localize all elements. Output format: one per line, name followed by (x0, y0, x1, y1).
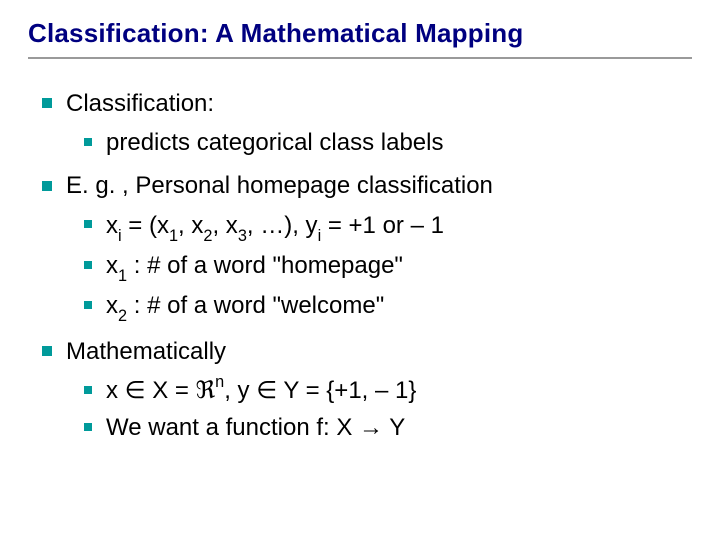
sub-text: i (318, 227, 322, 245)
text-run: : # of a word "welcome" (127, 292, 384, 319)
text-run: , x (178, 212, 203, 239)
sub-text: 1 (169, 227, 178, 245)
sub-text: 2 (118, 307, 127, 325)
sub-list: xi = (x1, x2, x3, …), yi = +1 or – 1x1 :… (66, 207, 692, 327)
sub-text: i (118, 227, 122, 245)
sub-text: 2 (203, 227, 212, 245)
sub-list-item: x ∈ X = ℜn, y ∈ Y = {+1, – 1} (78, 372, 692, 409)
text-run: x (106, 292, 118, 319)
text-run: = +1 or – 1 (321, 212, 444, 239)
sub-list-item: predicts categorical class labels (78, 124, 692, 161)
list-item: Classification: predicts categorical clas… (36, 85, 692, 161)
sub-list-item: x2 : # of a word "welcome" (78, 287, 692, 327)
text-run: , …), y (247, 212, 318, 239)
list-item-label: Mathematically (66, 338, 226, 365)
title-rule (28, 57, 692, 59)
sub-text: 3 (238, 227, 247, 245)
sub-list-item: xi = (x1, x2, x3, …), yi = +1 or – 1 (78, 207, 692, 247)
list-item: Mathematically x ∈ X = ℜn, y ∈ Y = {+1, –… (36, 333, 692, 447)
sup-text: n (215, 373, 224, 391)
text-run: x (106, 252, 118, 279)
list-item-label: Classification: (66, 90, 214, 117)
bullet-list: Classification: predicts categorical clas… (28, 85, 692, 446)
sub-list-item-label: We want a function f: X → Y (106, 414, 405, 441)
text-run: x (106, 212, 118, 239)
text-run: : # of a word "homepage" (127, 252, 403, 279)
list-item-label: E. g. , Personal homepage classification (66, 172, 493, 199)
list-item: E. g. , Personal homepage classification… (36, 167, 692, 326)
slide: Classification: A Mathematical Mapping C… (0, 0, 720, 540)
sub-list-item-label: predicts categorical class labels (106, 129, 444, 156)
slide-title: Classification: A Mathematical Mapping (28, 18, 692, 49)
sub-list: predicts categorical class labels (66, 124, 692, 161)
text-run: = (x (122, 212, 169, 239)
text-run: , x (212, 212, 237, 239)
sub-list-item: We want a function f: X → Y (78, 409, 692, 446)
text-run: , y ∈ Y = {+1, – 1} (224, 377, 416, 404)
sub-list: x ∈ X = ℜn, y ∈ Y = {+1, – 1} We want a f… (66, 372, 692, 446)
sub-text: 1 (118, 267, 127, 285)
sub-list-item: x1 : # of a word "homepage" (78, 247, 692, 287)
text-run: x ∈ X = ℜ (106, 377, 215, 404)
